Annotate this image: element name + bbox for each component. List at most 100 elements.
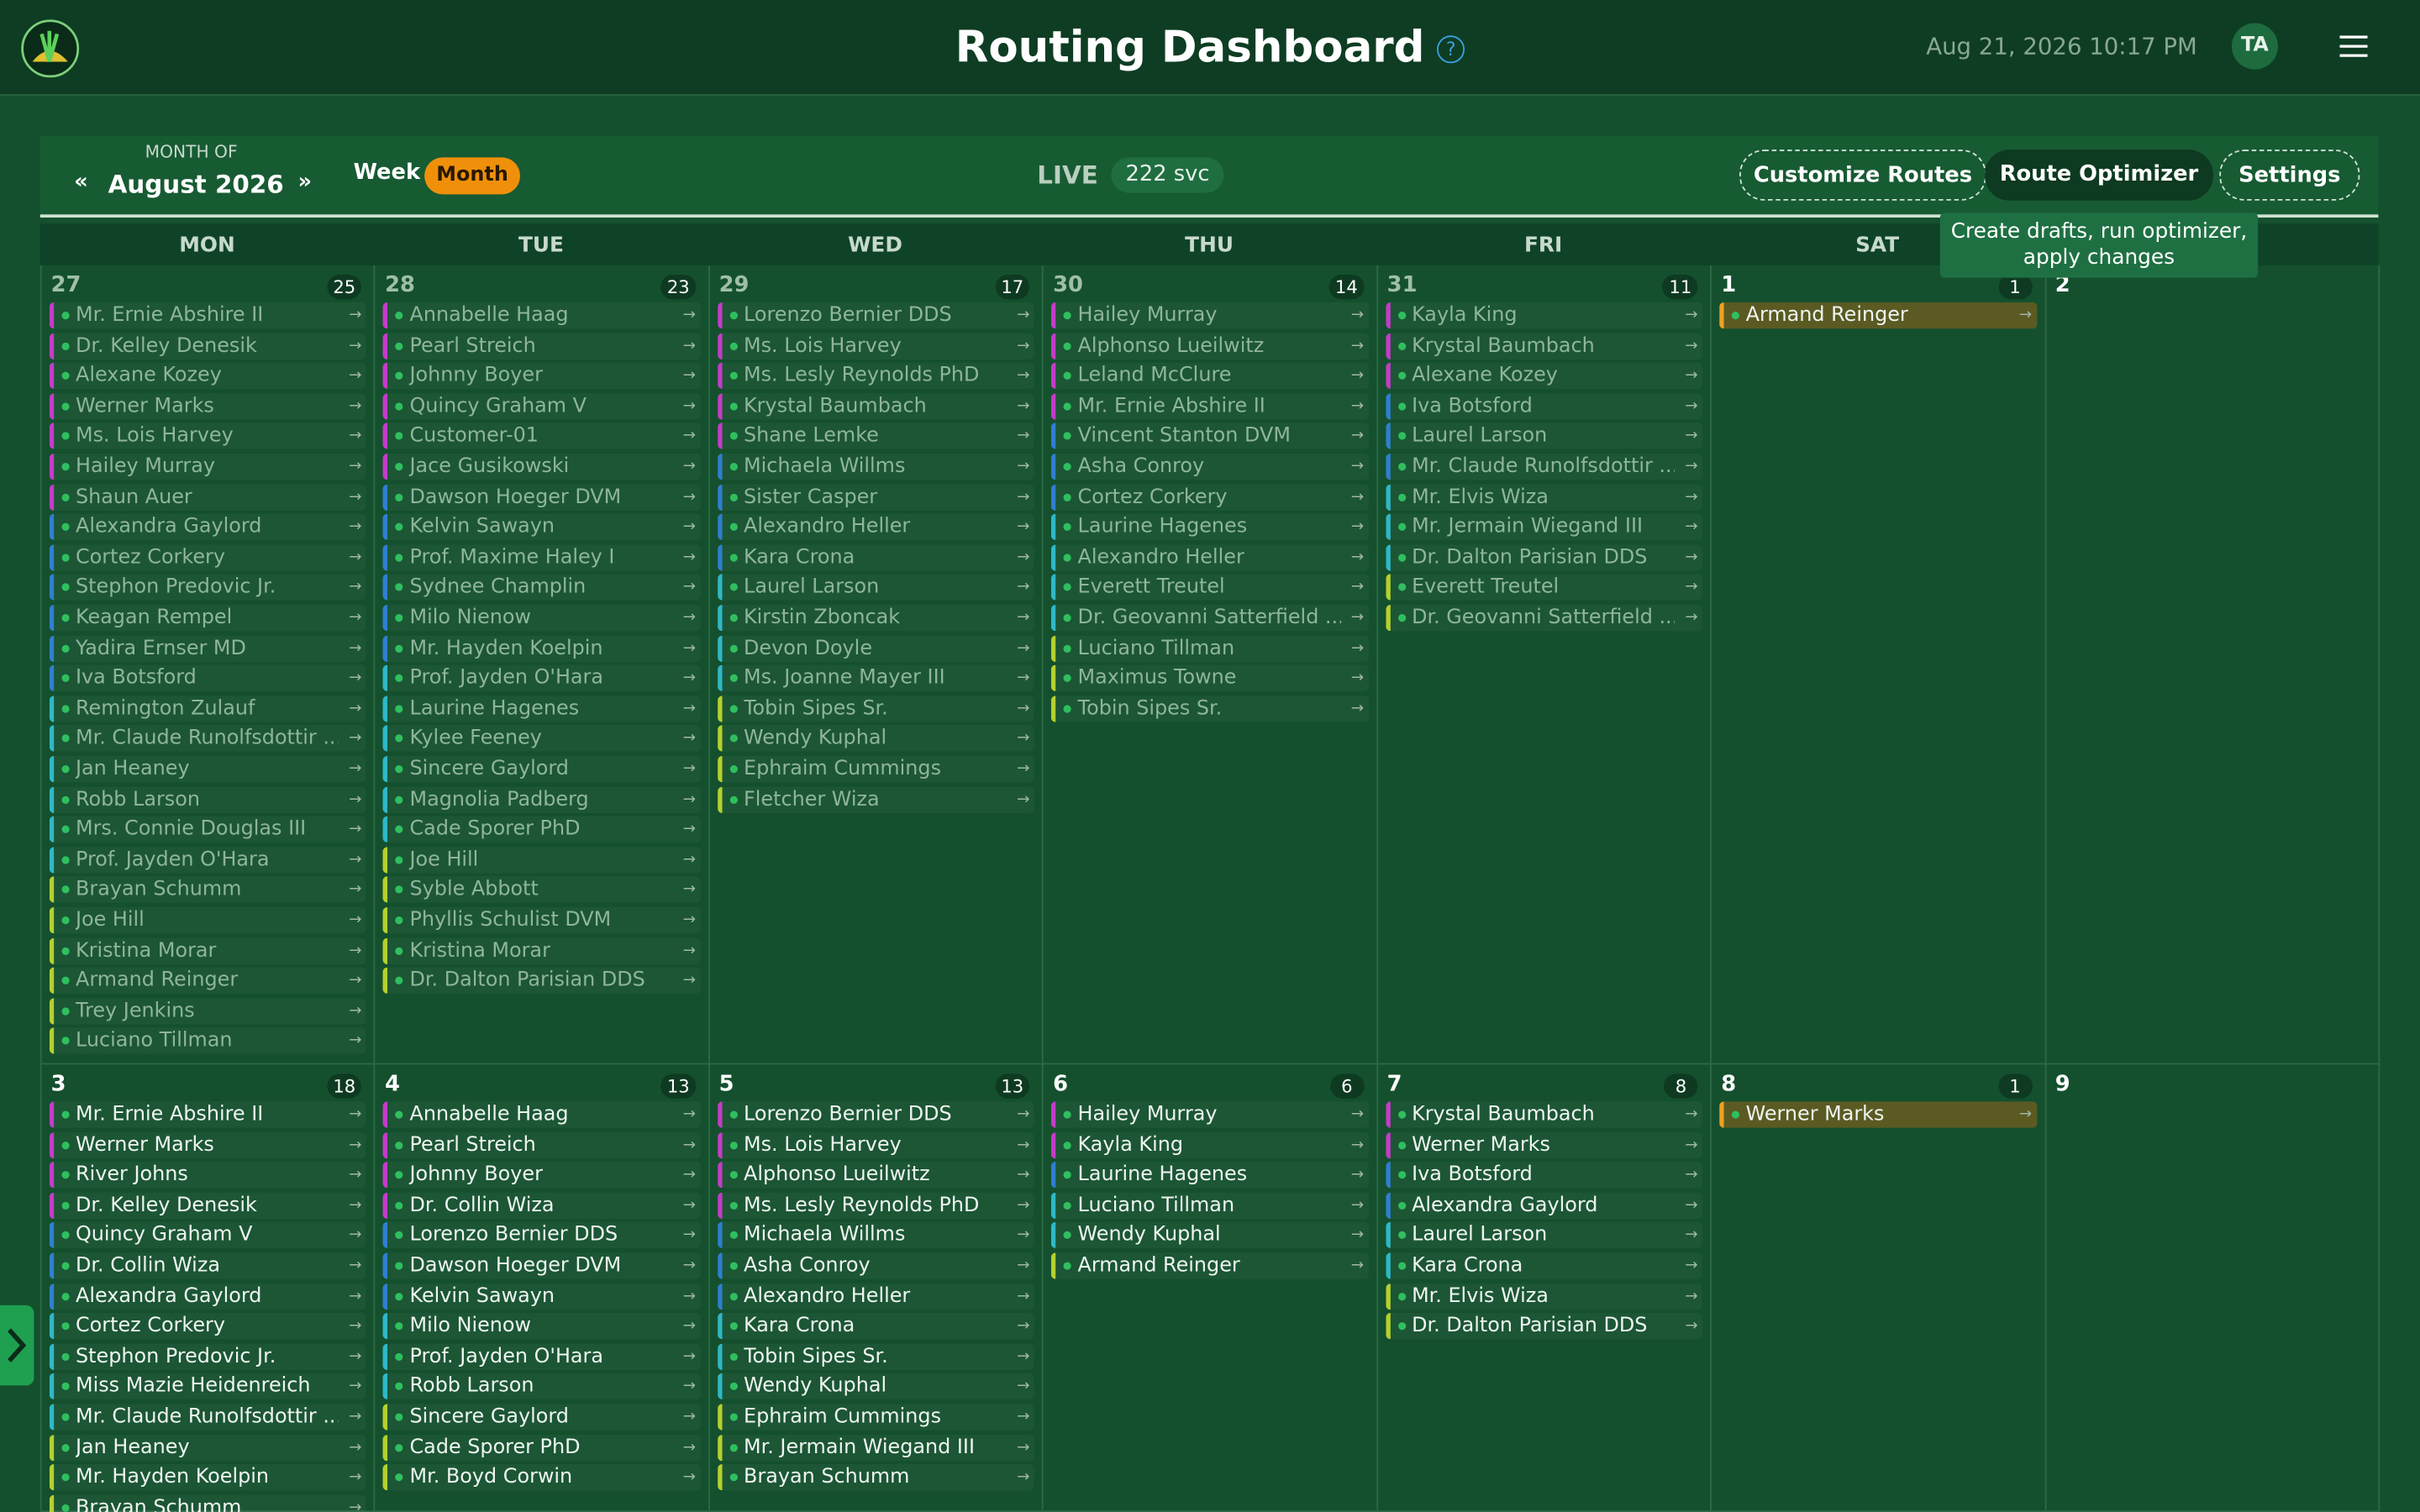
view-toggle-active[interactable]: Month: [424, 157, 520, 195]
route-stop[interactable]: Asha Conroy: [1051, 454, 1368, 480]
route-stop[interactable]: Brayan Schumm: [49, 1494, 366, 1512]
route-stop[interactable]: Ms. Lesly Reynolds PhD: [717, 1192, 1034, 1219]
route-stop[interactable]: Mr. Jermain Wiegand III: [717, 1434, 1034, 1461]
route-stop[interactable]: Dr. Dalton Parisian DDS: [1385, 543, 1702, 571]
route-stop[interactable]: Leland McClure: [1051, 362, 1368, 390]
route-stop[interactable]: Dr. Collin Wiza: [49, 1252, 366, 1279]
route-stop[interactable]: Alexandra Gaylord: [49, 1283, 366, 1310]
route-stop[interactable]: Quincy Graham V: [49, 1222, 366, 1249]
route-stop[interactable]: Lorenzo Bernier DDS: [717, 1101, 1034, 1128]
route-stop[interactable]: Michaela Willms: [717, 454, 1034, 480]
route-stop[interactable]: Dr. Geovanni Satterfield ...: [1385, 605, 1702, 632]
route-stop[interactable]: Michaela Willms: [717, 1222, 1034, 1249]
route-stop[interactable]: Pearl Streich: [383, 1131, 700, 1158]
route-stop[interactable]: Pearl Streich: [383, 332, 700, 360]
route-stop[interactable]: Alexandra Gaylord: [1385, 1192, 1702, 1219]
menu-button[interactable]: [2339, 35, 2368, 57]
route-stop[interactable]: Prof. Jayden O'Hara: [383, 664, 700, 692]
route-stop[interactable]: Ephraim Cummings: [717, 756, 1034, 783]
route-stop[interactable]: Werner Marks: [1719, 1101, 2037, 1128]
route-stop[interactable]: Dr. Geovanni Satterfield ...: [1051, 605, 1368, 632]
route-stop[interactable]: Luciano Tillman: [1051, 1192, 1368, 1219]
route-stop[interactable]: Prof. Maxime Haley I: [383, 543, 700, 571]
route-stop[interactable]: Syble Abbott: [383, 876, 700, 904]
route-stop[interactable]: Luciano Tillman: [1051, 634, 1368, 662]
help-button[interactable]: ?: [1437, 35, 1465, 64]
route-stop[interactable]: Krystal Baumbach: [717, 392, 1034, 420]
route-stop[interactable]: Annabelle Haag: [383, 302, 700, 329]
route-stop[interactable]: Devon Doyle: [717, 634, 1034, 662]
route-stop[interactable]: Tobin Sipes Sr.: [717, 1343, 1034, 1370]
prev-button[interactable]: «: [74, 170, 88, 195]
route-stop[interactable]: Stephon Predovic Jr.: [49, 574, 366, 601]
route-stop[interactable]: Iva Botsford: [1385, 392, 1702, 420]
route-stop[interactable]: Brayan Schumm: [717, 1464, 1034, 1491]
route-optimizer-button[interactable]: Route Optimizer: [1985, 150, 2213, 201]
route-stop[interactable]: Joe Hill: [383, 846, 700, 874]
route-stop[interactable]: Hailey Murray: [1051, 302, 1368, 329]
route-stop[interactable]: Alexandro Heller: [717, 1283, 1034, 1310]
route-stop[interactable]: Tobin Sipes Sr.: [717, 695, 1034, 722]
customize-routes-button[interactable]: Customize Routes: [1739, 150, 1986, 201]
route-stop[interactable]: Mr. Claude Runolfsdottir ...: [1385, 454, 1702, 480]
route-stop[interactable]: Asha Conroy: [717, 1252, 1034, 1279]
route-stop[interactable]: Jace Gusikowski: [383, 454, 700, 480]
route-stop[interactable]: Johnny Boyer: [383, 362, 700, 390]
route-stop[interactable]: Alexandro Heller: [717, 513, 1034, 541]
route-stop[interactable]: Dawson Hoeger DVM: [383, 1252, 700, 1279]
route-stop[interactable]: Mr. Boyd Corwin: [383, 1464, 700, 1491]
route-stop[interactable]: Magnolia Padberg: [383, 785, 700, 813]
avatar[interactable]: TA: [2231, 23, 2279, 70]
route-stop[interactable]: Fletcher Wiza: [717, 785, 1034, 813]
route-stop[interactable]: Alphonso Lueilwitz: [1051, 332, 1368, 360]
route-stop[interactable]: Dr. Collin Wiza: [383, 1192, 700, 1219]
route-stop[interactable]: Werner Marks: [1385, 1131, 1702, 1158]
route-stop[interactable]: Mr. Claude Runolfsdottir ...: [49, 725, 366, 753]
route-stop[interactable]: Wendy Kuphal: [717, 1373, 1034, 1400]
route-stop[interactable]: Shane Lemke: [717, 423, 1034, 450]
route-stop[interactable]: Milo Nienow: [383, 1313, 700, 1340]
route-stop[interactable]: Dawson Hoeger DVM: [383, 483, 700, 511]
route-stop[interactable]: Keagan Rempel: [49, 605, 366, 632]
route-stop[interactable]: Sister Casper: [717, 483, 1034, 511]
route-stop[interactable]: Vincent Stanton DVM: [1051, 423, 1368, 450]
route-stop[interactable]: Luciano Tillman: [49, 1027, 366, 1055]
route-stop[interactable]: Krystal Baumbach: [1385, 332, 1702, 360]
route-stop[interactable]: Kara Crona: [1385, 1252, 1702, 1279]
route-stop[interactable]: Ms. Lois Harvey: [49, 423, 366, 450]
route-stop[interactable]: Hailey Murray: [1051, 1101, 1368, 1128]
route-stop[interactable]: Krystal Baumbach: [1385, 1101, 1702, 1128]
route-stop[interactable]: Ms. Lois Harvey: [717, 332, 1034, 360]
route-stop[interactable]: Kara Crona: [717, 543, 1034, 571]
route-stop[interactable]: Robb Larson: [49, 785, 366, 813]
route-stop[interactable]: Dr. Kelley Denesik: [49, 1192, 366, 1219]
route-stop[interactable]: Kirstin Zboncak: [717, 605, 1034, 632]
route-stop[interactable]: Alexane Kozey: [1385, 362, 1702, 390]
settings-button[interactable]: Settings: [2219, 150, 2360, 201]
route-stop[interactable]: Brayan Schumm: [49, 876, 366, 904]
route-stop[interactable]: Kylee Feeney: [383, 725, 700, 753]
route-stop[interactable]: Armand Reinger: [1719, 302, 2037, 329]
route-stop[interactable]: Mr. Elvis Wiza: [1385, 1283, 1702, 1310]
route-stop[interactable]: Mr. Elvis Wiza: [1385, 483, 1702, 511]
route-stop[interactable]: Tobin Sipes Sr.: [1051, 695, 1368, 722]
route-stop[interactable]: Mr. Ernie Abshire II: [49, 302, 366, 329]
route-stop[interactable]: Alexandro Heller: [1051, 543, 1368, 571]
route-stop[interactable]: Remington Zulauf: [49, 695, 366, 722]
route-stop[interactable]: River Johns: [49, 1162, 366, 1189]
route-stop[interactable]: Shaun Auer: [49, 483, 366, 511]
route-stop[interactable]: Annabelle Haag: [383, 1101, 700, 1128]
route-stop[interactable]: Mr. Hayden Koelpin: [383, 634, 700, 662]
route-stop[interactable]: Kelvin Sawayn: [383, 1283, 700, 1310]
route-stop[interactable]: Dr. Dalton Parisian DDS: [1385, 1313, 1702, 1340]
route-stop[interactable]: Mrs. Connie Douglas III: [49, 816, 366, 843]
route-stop[interactable]: Prof. Jayden O'Hara: [49, 846, 366, 874]
route-stop[interactable]: Alphonso Lueilwitz: [717, 1162, 1034, 1189]
route-stop[interactable]: Wendy Kuphal: [717, 725, 1034, 753]
route-stop[interactable]: Robb Larson: [383, 1373, 700, 1400]
route-stop[interactable]: Kara Crona: [717, 1313, 1034, 1340]
route-stop[interactable]: Kelvin Sawayn: [383, 513, 700, 541]
route-stop[interactable]: Everett Treutel: [1051, 574, 1368, 601]
route-stop[interactable]: Mr. Ernie Abshire II: [49, 1101, 366, 1128]
route-stop[interactable]: Lorenzo Bernier DDS: [717, 302, 1034, 329]
